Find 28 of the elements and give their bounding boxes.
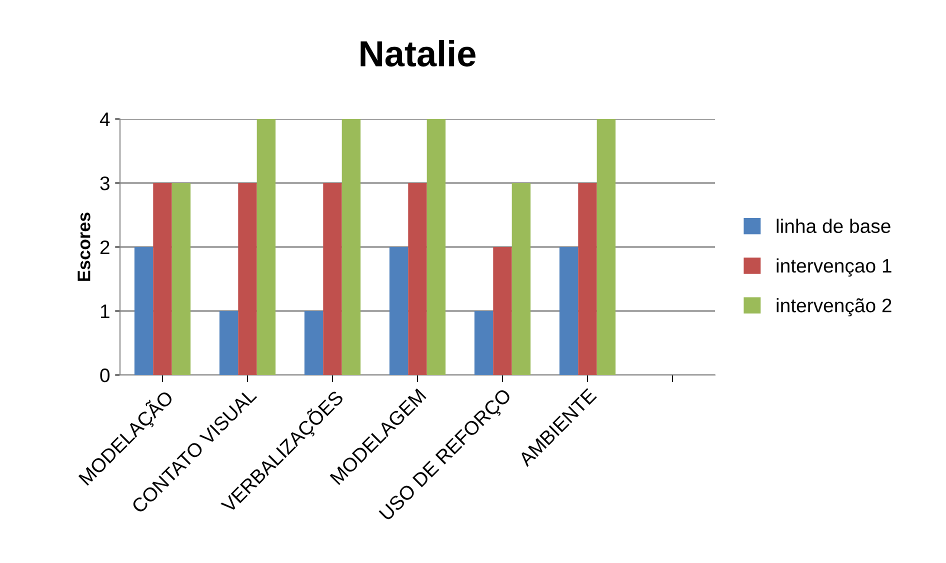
bar: [238, 183, 257, 375]
bar: [559, 247, 578, 375]
bar: [474, 311, 494, 375]
bar: [323, 183, 342, 375]
bar: [578, 183, 597, 375]
bar: [219, 311, 238, 375]
bar: [493, 247, 512, 375]
legend-label: linha de base: [776, 218, 890, 234]
bar: [596, 119, 616, 375]
y-tick-label: 0: [100, 368, 110, 382]
bar: [256, 119, 276, 375]
y-tick-label: 4: [100, 112, 110, 126]
bar: [426, 119, 446, 375]
chart-title: Natalie: [360, 40, 476, 67]
bar: [134, 247, 154, 375]
bar: [304, 311, 324, 375]
bar: [153, 183, 172, 375]
bar: [389, 247, 408, 375]
y-tick-label: 3: [100, 176, 110, 190]
bar: [512, 183, 531, 375]
y-tick-label: 2: [100, 240, 110, 254]
legend-label: intervençao 1: [776, 258, 892, 277]
y-tick-label: 1: [100, 304, 110, 318]
legend-label: intervenção 2: [776, 298, 892, 316]
bar: [408, 183, 427, 375]
bar: [172, 183, 191, 375]
bar: [342, 119, 361, 375]
y-axis-title: Escores: [78, 212, 90, 281]
